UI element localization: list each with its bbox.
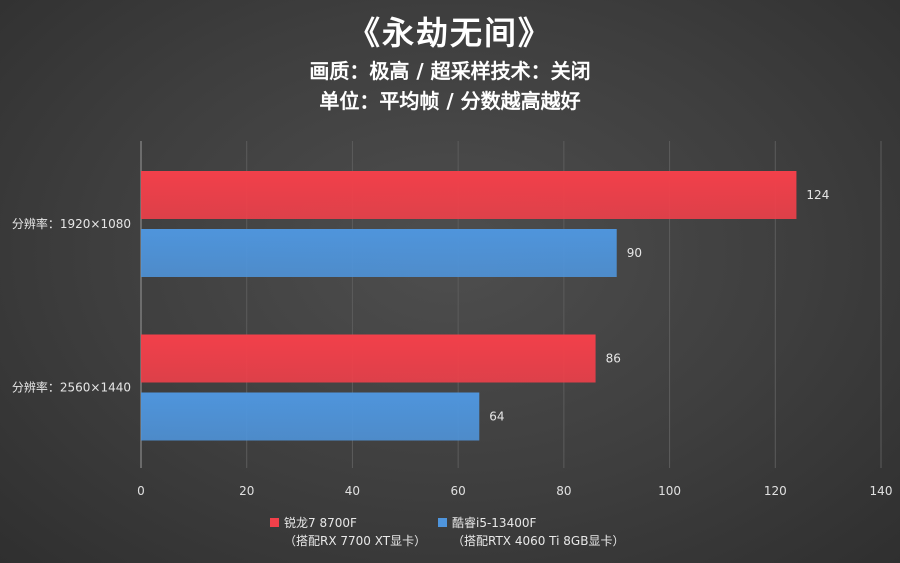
x-tick-label-100: 100 [658, 484, 681, 498]
x-tick-label-80: 80 [556, 484, 571, 498]
legend-item-series-1: 锐龙7 8700F （搭配RX 7700 XT显卡） [270, 514, 426, 550]
bar-2-2 [141, 392, 480, 441]
x-tick-label-140: 140 [870, 484, 893, 498]
legend-item-series-2: 酷睿i5-13400F （搭配RTX 4060 Ti 8GB显卡） [438, 514, 624, 550]
chart-title: 《永劫无间》 [347, 14, 552, 52]
x-tick-label-120: 120 [764, 484, 787, 498]
legend-label-series-2: 酷睿i5-13400F [452, 516, 537, 530]
category-label-1: 分辨率：1920×1080 [12, 216, 131, 231]
x-tick-label-40: 40 [345, 484, 360, 498]
legend-note-series-2: （搭配RTX 4060 Ti 8GB显卡） [452, 534, 625, 548]
category-label-2: 分辨率：2560×1440 [12, 380, 131, 395]
chart-titles: 《永劫无间》 画质：极高 / 超采样技术：关闭 单位：平均帧 / 分数越高越好 [0, 0, 900, 116]
chart-subtitle-settings: 画质：极高 / 超采样技术：关闭 [309, 59, 591, 83]
data-label-1-2: 86 [606, 352, 621, 366]
legend-swatch-series-1 [270, 518, 279, 527]
legend-swatch-series-2 [438, 518, 447, 527]
bar-2-1 [141, 229, 617, 277]
x-tick-label-20: 20 [239, 484, 254, 498]
legend-note-series-1: （搭配RX 7700 XT显卡） [284, 534, 427, 548]
x-tick-label-60: 60 [451, 484, 466, 498]
data-label-1-1: 124 [806, 188, 829, 202]
legend-label-series-1: 锐龙7 8700F [284, 516, 357, 530]
chart-subtitle-unit: 单位：平均帧 / 分数越高越好 [319, 89, 581, 113]
bar-1-1 [141, 171, 797, 219]
x-tick-label-0: 0 [137, 484, 145, 498]
data-label-2-1: 90 [627, 246, 642, 260]
bar-1-2 [141, 334, 596, 383]
data-label-2-2: 64 [489, 410, 504, 424]
